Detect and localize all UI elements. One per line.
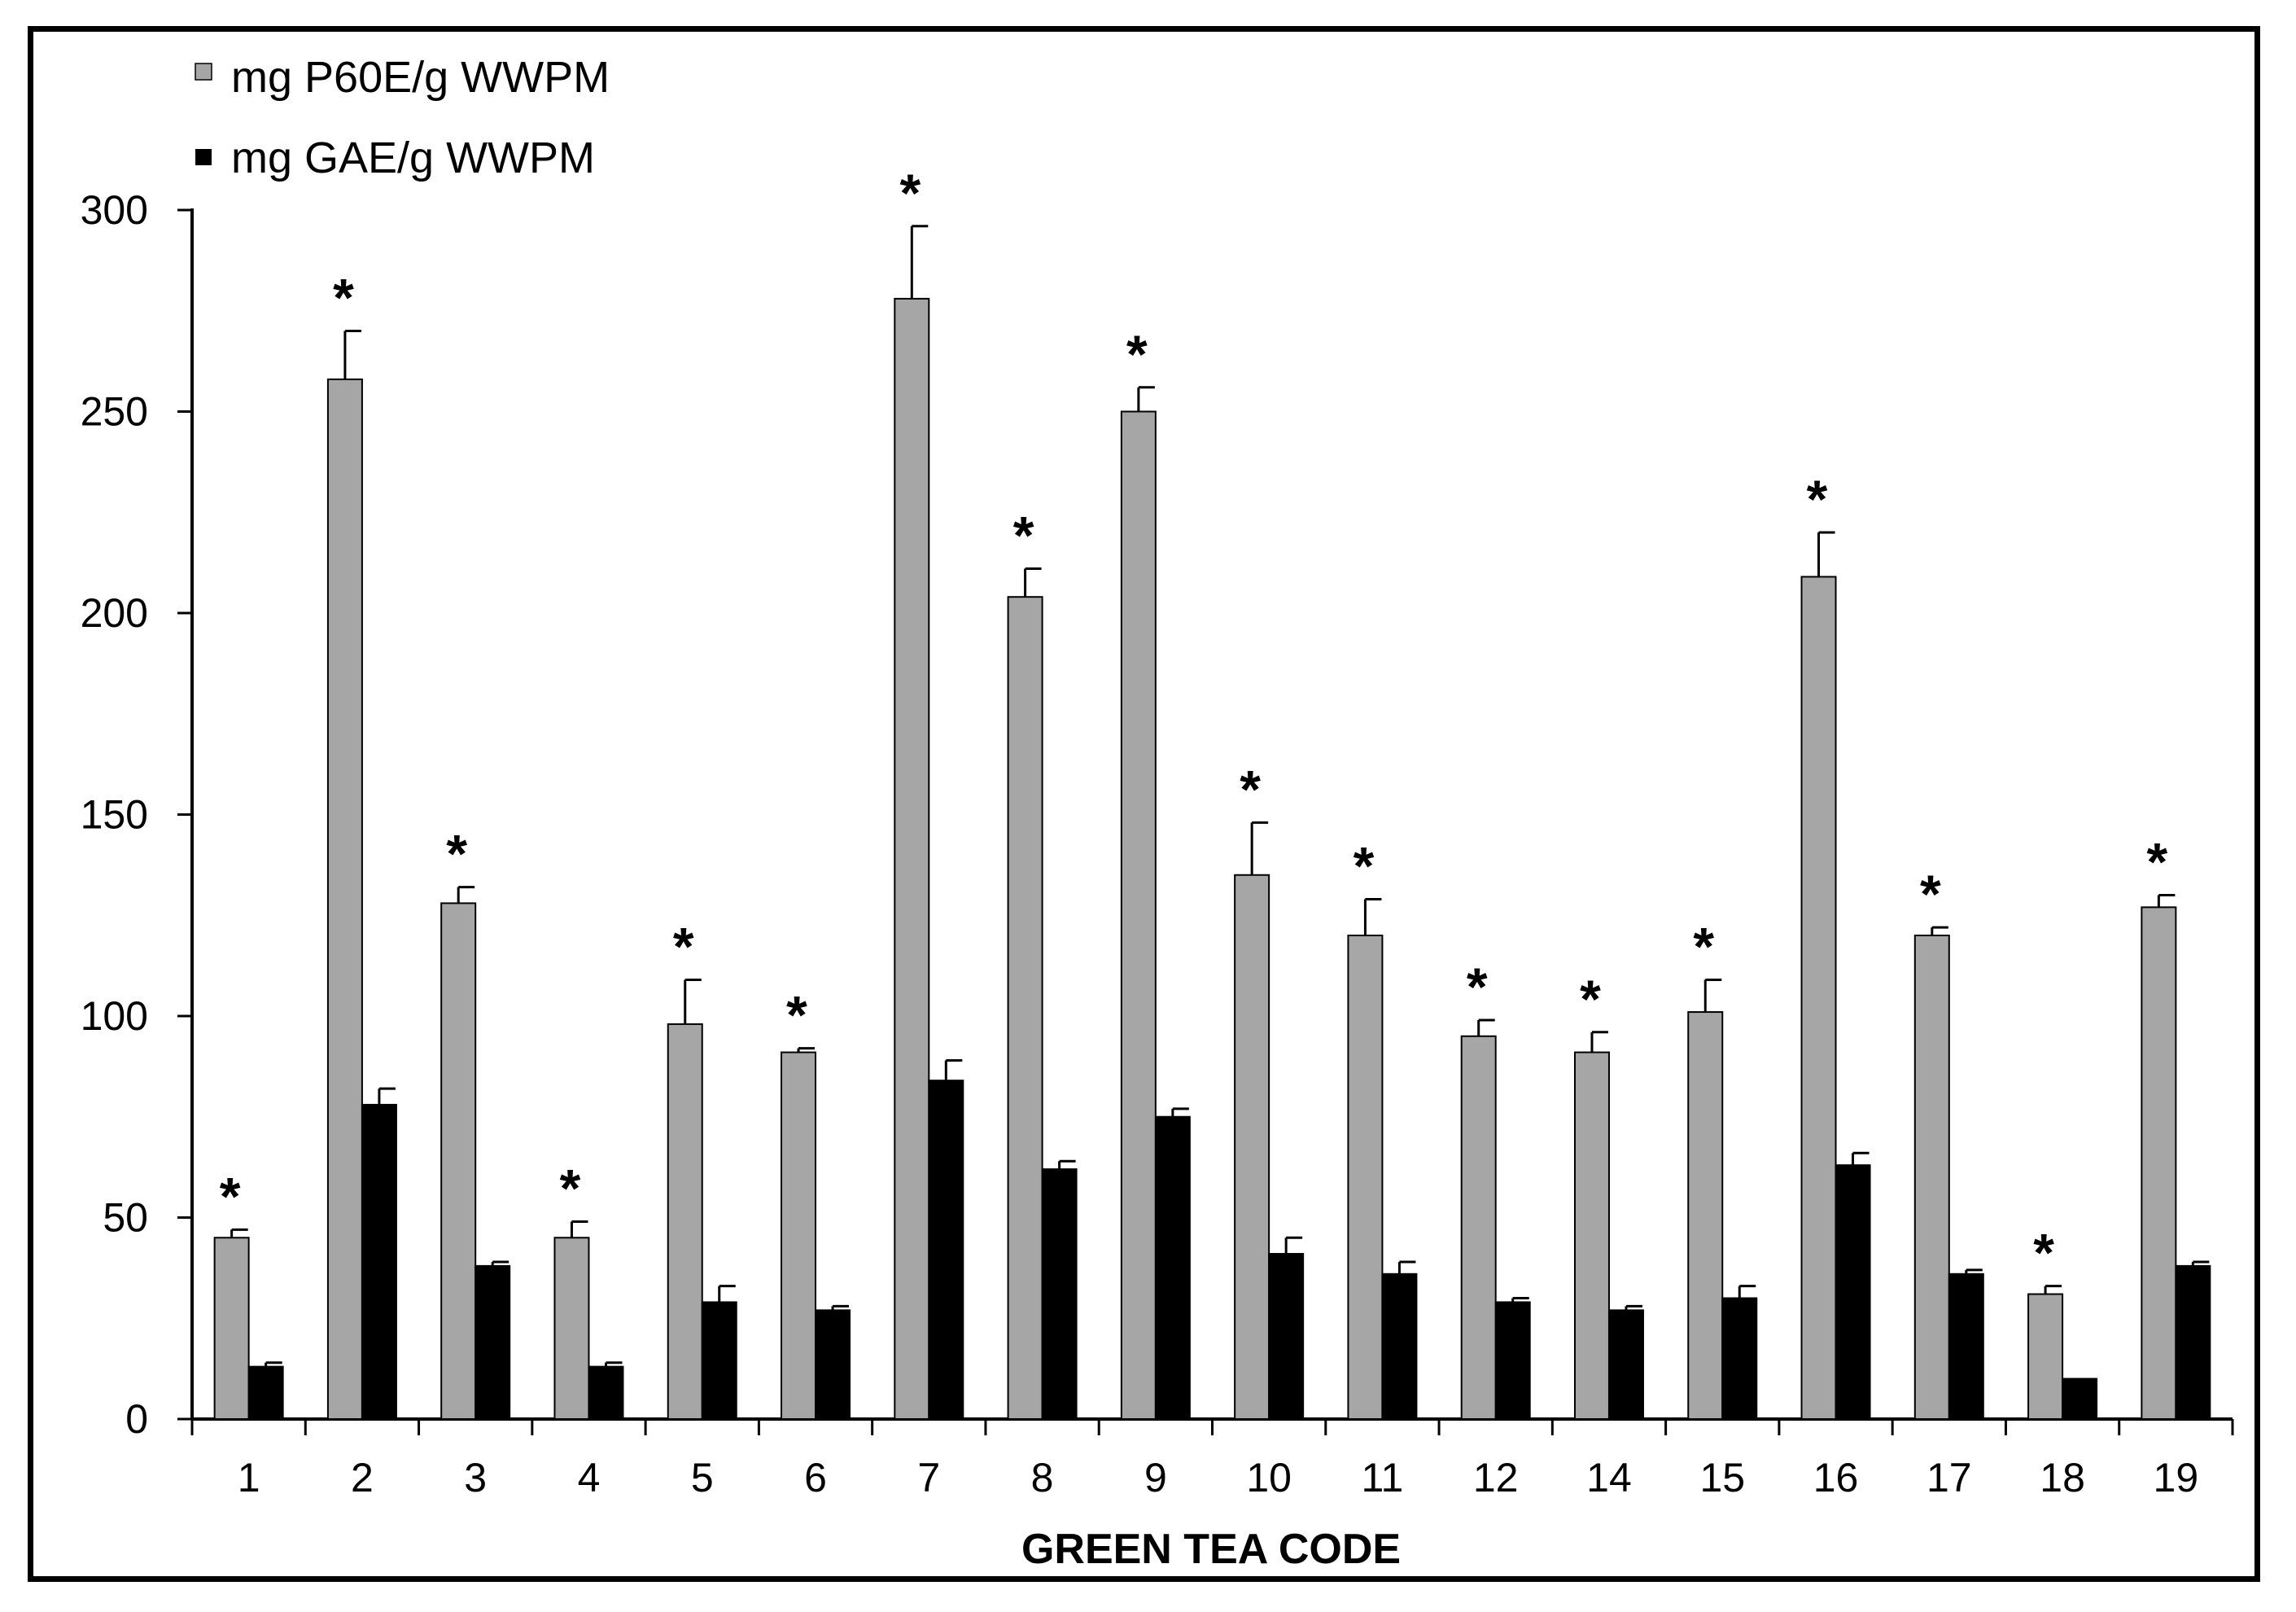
significance-marker: * — [786, 985, 807, 1045]
legend: mg P60E/g WWPM mg GAE/g WWPM — [195, 53, 610, 182]
bar-p60e — [553, 1237, 590, 1420]
bar-p60e — [1460, 1035, 1497, 1420]
significance-marker: * — [1693, 916, 1714, 976]
bar-gae — [1721, 1297, 1758, 1420]
x-tick-label: 10 — [1246, 1455, 1292, 1500]
bar-p60e — [326, 378, 363, 1420]
significance-marker: * — [2033, 1223, 2054, 1283]
x-tick-label: 6 — [804, 1455, 827, 1500]
significance-marker: * — [446, 824, 467, 884]
x-tick-label: 19 — [2154, 1455, 2199, 1500]
bar-gae — [1154, 1115, 1191, 1420]
x-tick-label: 8 — [1031, 1455, 1054, 1500]
significance-marker: * — [560, 1158, 581, 1218]
bar-gae — [1268, 1253, 1305, 1421]
bar-p60e — [1347, 935, 1384, 1420]
significance-marker: * — [1580, 969, 1601, 1029]
bar-gae — [2175, 1264, 2211, 1421]
bar-gae — [588, 1365, 624, 1421]
bar-gae — [2062, 1378, 2098, 1420]
bar-p60e — [894, 297, 930, 1420]
bar-gae — [815, 1309, 851, 1420]
bar-gae — [1948, 1273, 1984, 1421]
bar-gae — [1835, 1164, 1871, 1421]
x-tick-label: 12 — [1473, 1455, 1519, 1500]
bar-p60e — [1234, 874, 1270, 1420]
bar-p60e — [2141, 906, 2177, 1420]
bar-p60e — [667, 1023, 703, 1421]
bar-p60e — [1800, 576, 1837, 1421]
bar-gae — [361, 1103, 397, 1421]
x-tick-label: 17 — [1926, 1455, 1972, 1500]
bar-gae — [247, 1365, 284, 1421]
significance-marker: * — [1126, 324, 1148, 384]
bar-p60e — [1913, 935, 1950, 1420]
x-tick-label: 5 — [691, 1455, 714, 1500]
x-axis-label: GREEN TEA CODE — [1021, 1526, 1401, 1573]
x-tick-label: 9 — [1144, 1455, 1167, 1500]
significance-marker: * — [1240, 759, 1261, 819]
significance-marker: * — [2147, 832, 2168, 892]
y-tick-label: 150 — [81, 792, 148, 838]
x-tick-label: 3 — [464, 1455, 487, 1500]
bar-p60e — [1007, 596, 1043, 1420]
x-tick-label: 14 — [1586, 1455, 1632, 1500]
bar-gae — [928, 1080, 964, 1420]
bar-p60e — [1573, 1051, 1610, 1421]
x-tick-label: 2 — [351, 1455, 374, 1500]
y-tick-label: 200 — [81, 590, 148, 636]
x-tick-label: 1 — [238, 1455, 260, 1500]
significance-marker: * — [1807, 469, 1828, 529]
legend-label-p60e: mg P60E/g WWPM — [231, 53, 610, 102]
significance-marker: * — [673, 916, 694, 976]
bar-p60e — [781, 1051, 817, 1421]
bar-p60e — [440, 902, 477, 1420]
legend-label-gae: mg GAE/g WWPM — [231, 134, 595, 182]
x-tick-label: 18 — [2040, 1455, 2085, 1500]
x-tick-label: 4 — [578, 1455, 601, 1500]
significance-marker: * — [899, 163, 921, 223]
significance-marker: * — [1354, 835, 1375, 896]
bar-gae — [1381, 1273, 1418, 1421]
bar-gae — [1041, 1168, 1078, 1420]
bar-p60e — [2027, 1293, 2064, 1421]
y-tick-label: 50 — [103, 1195, 148, 1241]
bar-gae — [1494, 1301, 1531, 1420]
significance-marker: * — [1920, 864, 1941, 924]
bar-p60e — [1120, 410, 1157, 1420]
bar-gae — [475, 1264, 511, 1421]
bar-p60e — [213, 1237, 250, 1420]
legend-swatch-gae — [195, 149, 212, 165]
x-tick-label: 15 — [1699, 1455, 1745, 1500]
bar-gae — [1607, 1309, 1644, 1420]
legend-swatch-p60e — [195, 63, 212, 81]
bar-gae — [701, 1301, 737, 1420]
bar-p60e — [1687, 1011, 1724, 1421]
y-tick-label: 300 — [81, 187, 148, 233]
significance-marker: * — [1467, 957, 1488, 1017]
x-tick-label: 16 — [1813, 1455, 1859, 1500]
x-tick-label: 11 — [1361, 1455, 1403, 1500]
significance-marker: * — [1013, 506, 1034, 566]
x-tick-label: 7 — [917, 1455, 940, 1500]
y-tick-label: 250 — [81, 389, 148, 435]
y-tick-label: 0 — [125, 1396, 148, 1442]
significance-marker: * — [333, 268, 354, 328]
significance-marker: * — [220, 1166, 241, 1226]
bars: * * * * * * * * * * * * * * * * * * — [213, 163, 2211, 1421]
y-tick-label: 100 — [81, 993, 148, 1039]
